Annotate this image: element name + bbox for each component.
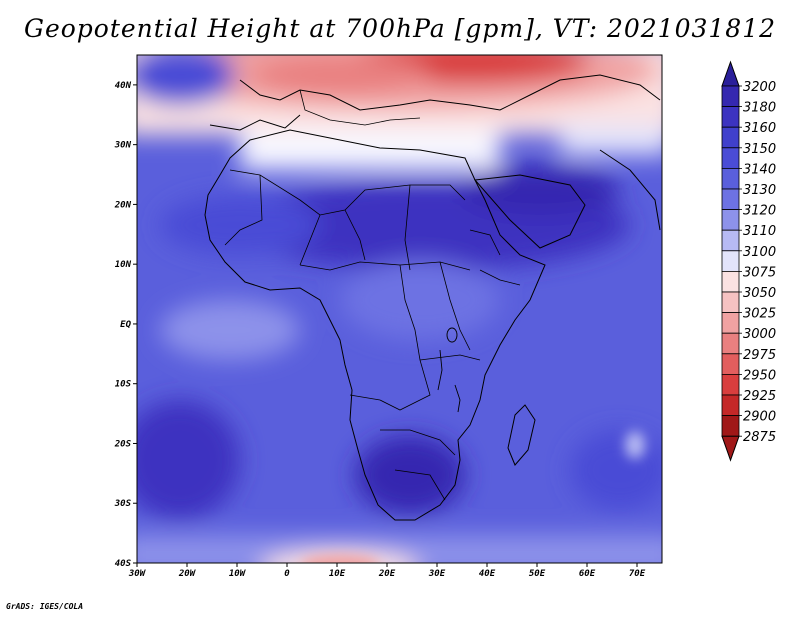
colorbar-swatch	[721, 167, 740, 190]
lat-tick-label: 40N	[115, 81, 132, 91]
longitude-axis: 30W 20W 10W 0 10E 20E 30E 40E 50E 60E 70E	[128, 563, 646, 579]
lat-tick-label: EQ	[120, 320, 131, 330]
colorbar-swatch	[721, 147, 740, 169]
lon-tick-label: 50E	[529, 569, 546, 579]
colorbar-swatch	[721, 85, 740, 108]
lon-tick-label: 30W	[128, 569, 147, 579]
lon-tick-label: 70E	[629, 569, 646, 579]
colorbar-bottom-arrow	[721, 435, 740, 462]
colorbar-label: 3130	[743, 183, 776, 198]
map-title: Geopotential Height at 700hPa [gpm], VT:…	[23, 14, 777, 43]
colorbar-label: 3200	[743, 80, 776, 95]
lat-tick-label: 30S	[114, 499, 132, 509]
lon-tick-label: 10W	[229, 569, 247, 579]
colorbar-label: 3100	[743, 245, 776, 260]
lat-tick-label: 30N	[114, 141, 132, 151]
colorbar-swatch	[721, 209, 740, 231]
colorbar-swatch	[721, 415, 740, 437]
colorbar-label: 3050	[743, 286, 776, 301]
colorbar-label: 3120	[743, 204, 776, 219]
colorbar-label: 3180	[743, 101, 776, 116]
colorbar-swatch	[721, 394, 740, 417]
colorbar-label: 3140	[743, 162, 776, 177]
country-borders	[224, 89, 521, 501]
latitude-axis: 40N 30N 20N 10N EQ 10S 20S 30S 40S	[114, 81, 137, 569]
colorbar-top-arrow	[721, 60, 740, 87]
colorbar-label: 2900	[743, 410, 776, 425]
colorbar-label: 3000	[743, 327, 776, 342]
colorbar-label: 2875	[743, 430, 776, 445]
colorbar-swatch	[721, 270, 740, 293]
colorbar-label: 2925	[743, 389, 776, 404]
lakes	[437, 327, 461, 413]
colorbar-label: 3075	[743, 265, 776, 280]
colorbar: 3200 3180 3160 3150 3140 3130 3120 3110 3100 3075…	[721, 60, 776, 462]
colorbar-swatch	[721, 291, 740, 314]
colorbar-swatch	[721, 332, 740, 355]
height-field	[137, 55, 662, 563]
lat-tick-label: 10S	[115, 380, 132, 390]
colorbar-swatch	[721, 312, 740, 334]
lon-tick-label: 20W	[178, 569, 197, 579]
lat-tick-label: 20S	[114, 439, 132, 449]
colorbar-label: 2950	[743, 368, 776, 383]
lat-tick-label: 10N	[115, 260, 132, 270]
plot-frame	[136, 54, 663, 564]
lon-tick-label: 30E	[428, 569, 446, 579]
colorbar-swatch	[721, 188, 740, 211]
lon-tick-label: 20E	[378, 569, 396, 579]
lon-tick-label: 0	[284, 569, 290, 579]
colorbar-label: 3160	[743, 121, 776, 136]
colorbar-swatch	[721, 353, 740, 375]
colorbar-swatch	[721, 229, 740, 252]
lon-tick-label: 60E	[579, 569, 596, 579]
credit-text: GrADS: IGES/COLA	[6, 602, 84, 611]
colorbar-swatch	[721, 126, 740, 149]
colorbar-label: 3150	[743, 142, 776, 157]
lon-tick-label: 10E	[329, 569, 346, 579]
colorbar-swatch	[721, 250, 740, 272]
coastlines	[204, 74, 661, 521]
colorbar-label: 3025	[743, 307, 776, 322]
lat-tick-label: 40S	[115, 559, 132, 569]
colorbar-label: 3110	[743, 224, 776, 239]
colorbar-label: 2975	[743, 348, 776, 363]
colorbar-swatch	[721, 373, 740, 396]
lat-tick-label: 20N	[114, 200, 132, 210]
lon-tick-label: 40E	[479, 569, 496, 579]
colorbar-swatch	[721, 106, 740, 128]
